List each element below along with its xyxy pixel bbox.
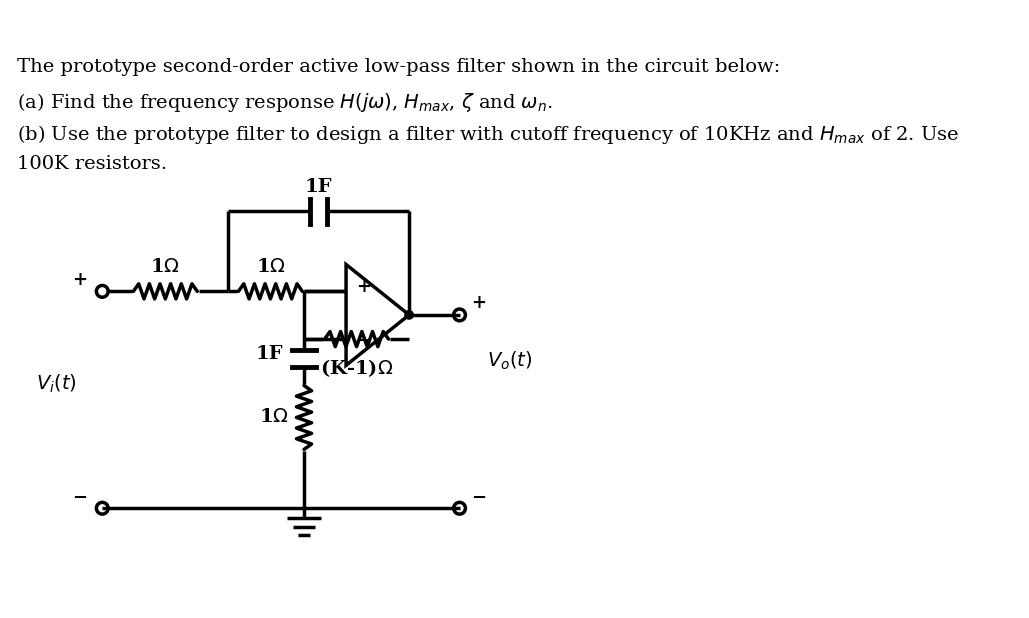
Text: (a) Find the frequency response $H(j\omega)$, $H_{max}$, $\zeta$ and $\omega_n$.: (a) Find the frequency response $H(j\ome… [16, 91, 553, 114]
Text: +: + [471, 294, 487, 312]
Text: (K-1)$\Omega$: (K-1)$\Omega$ [320, 358, 393, 379]
Text: 1$\Omega$: 1$\Omega$ [259, 408, 289, 426]
Circle shape [404, 311, 414, 319]
Text: $V_i(t)$: $V_i(t)$ [36, 373, 76, 395]
Text: +: + [72, 271, 87, 289]
Text: $V_o(t)$: $V_o(t)$ [488, 350, 533, 372]
Text: The prototype second-order active low-pass filter shown in the circuit below:: The prototype second-order active low-pa… [16, 57, 780, 75]
Text: (b) Use the prototype filter to design a filter with cutoff frequency of 10KHz a: (b) Use the prototype filter to design a… [16, 123, 959, 146]
Text: 100K resistors.: 100K resistors. [16, 155, 167, 173]
Text: −: − [471, 489, 487, 507]
Text: 1F: 1F [255, 345, 283, 363]
Text: 1F: 1F [305, 179, 332, 197]
Text: 1$\Omega$: 1$\Omega$ [150, 258, 180, 276]
Text: 1$\Omega$: 1$\Omega$ [255, 258, 285, 276]
Text: +: + [356, 278, 371, 296]
Text: −: − [72, 489, 87, 507]
Text: −: − [356, 332, 371, 350]
